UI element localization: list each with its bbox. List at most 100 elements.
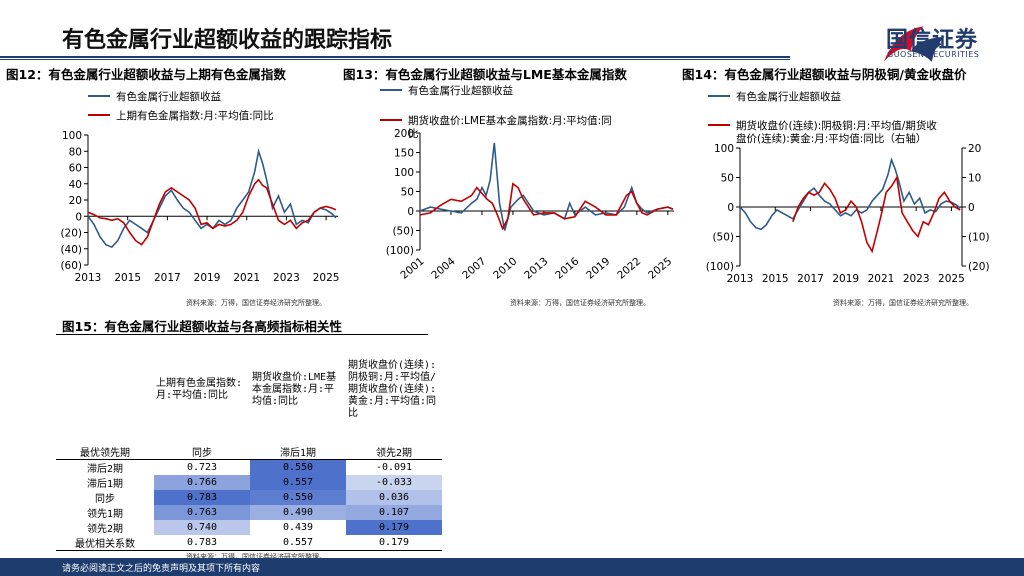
x-tick-label: 2019: [194, 272, 221, 284]
legend-label: 上期有色金属指数:月:平均值:同比: [116, 109, 274, 122]
x-tick-label: 2016: [553, 255, 581, 282]
table-cell: 0.723: [186, 462, 218, 473]
table-row: 最优领先期 同步 滞后1期 领先2期: [56, 444, 442, 460]
table-row-label: 领先2期: [86, 524, 124, 535]
fig13-chart: 有色金属行业超额收益 期货收盘价:LME基本金属指数:月:平均值:同比 200 150…: [340, 80, 680, 294]
y-tick-label: (100): [386, 245, 414, 257]
table-cell: 0.550: [250, 490, 346, 505]
legend-label: 有色金属行业超额收益: [116, 90, 221, 103]
y-tick-label: 50: [721, 173, 734, 185]
fig15-source: 资料来源：万得，国信证券经济研究所整理。: [186, 553, 326, 561]
y-tick-label: (50): [712, 232, 734, 244]
series-line: [792, 175, 961, 254]
footer-disclaimer: 请务必阅读正文之后的免责声明及其项下所有内容: [62, 564, 261, 574]
fig13-svg: 有色金属行业超额收益期货收盘价:LME基本金属指数:月:平均值:同比200150…: [380, 84, 674, 282]
x-tick-label: 2025: [646, 255, 674, 281]
y-tick-label: 40: [69, 179, 82, 191]
legend-label: 有色金属行业超额收益: [736, 90, 841, 103]
table-cell: -0.091: [375, 462, 413, 473]
x-tick-label: 2015: [114, 272, 141, 284]
y-tick-label: 100: [714, 143, 734, 155]
x-tick-label: 2001: [398, 255, 426, 281]
table-cell: 0.557: [282, 537, 314, 548]
x-tick-label: 2021: [233, 272, 260, 284]
series-line: [419, 182, 674, 231]
series-line: [87, 148, 337, 249]
y-tick-label: (40): [60, 244, 82, 256]
x-tick-label: 2004: [429, 255, 457, 282]
table-cell: 0.763: [154, 505, 250, 520]
x-tick-label: 2022: [615, 255, 643, 281]
table-cell: 0.783: [154, 490, 250, 505]
brand-name: 国信证券: [886, 28, 979, 53]
table-cell: 0.783: [186, 537, 218, 548]
table-corner: [56, 336, 154, 444]
legend-label: 期货收盘价:LME基本金属指数:月:平均值:同: [408, 114, 612, 127]
x-tick-label: 2023: [273, 272, 300, 284]
y-tick-label-right: 10: [968, 173, 981, 185]
y-tick-label: (100): [706, 261, 734, 273]
table-cell: 0.550: [250, 459, 346, 475]
table-row-label: 最优相关系数: [75, 539, 135, 550]
table-cell: -0.033: [346, 475, 442, 490]
table-row: 领先2期 0.740 0.439 0.179: [56, 520, 442, 535]
footer-bar: 请务必阅读正文之后的免责声明及其项下所有内容: [0, 558, 1024, 576]
x-tick-label: 2025: [938, 273, 965, 285]
fig12-title: 图12：有色金属行业超额收益与上期有色金属指数: [6, 67, 286, 82]
table-cell: 滞后1期: [279, 448, 317, 459]
y-tick-label: 150: [394, 148, 414, 160]
x-tick-label: 2013: [75, 272, 102, 284]
table-cell: 0.740: [154, 520, 250, 535]
x-tick-label: 2019: [832, 273, 859, 285]
x-tick-label: 2017: [154, 272, 181, 284]
y-tick-label: (60): [60, 260, 82, 272]
y-tick-label: 0: [75, 211, 82, 223]
y-tick-label: 20: [69, 195, 82, 207]
legend-label: 期货收盘价(连续):阴极铜:月:平均值/期货收: [736, 119, 937, 132]
fig15-title: 图15：有色金属行业超额收益与各高频指标相关性: [62, 319, 342, 334]
x-tick-label: 2025: [313, 272, 340, 284]
table-row-label: 同步: [95, 494, 115, 505]
fig13-title: 图13：有色金属行业超额收益与LME基本金属指数: [343, 67, 627, 82]
table-cell: 0.179: [346, 520, 442, 535]
x-tick-label: 2007: [460, 255, 488, 281]
x-tick-label: 2015: [762, 273, 789, 285]
x-tick-label: 2013: [522, 255, 550, 281]
x-tick-label: 2019: [584, 255, 612, 281]
y-tick-label: 50: [401, 187, 414, 199]
fig14-title: 图14：有色金属行业超额收益与阴极铜/黄金收盘价: [682, 67, 967, 82]
table-row: 滞后2期 0.723 0.550 -0.091: [56, 459, 442, 475]
y-tick-label: 80: [69, 146, 82, 158]
table-row-label: 滞后1期: [86, 479, 124, 490]
series-line: [87, 178, 337, 246]
table-row: 滞后1期 0.766 0.557 -0.033: [56, 475, 442, 490]
fig14-svg: 有色金属行业超额收益期货收盘价(连续):阴极铜:月:平均值/期货收盘价(连续):…: [706, 90, 990, 285]
table-cell: 0.107: [346, 505, 442, 520]
table-cell: 0.036: [346, 490, 442, 505]
x-tick-label: 2013: [727, 273, 754, 285]
x-tick-label: 2021: [868, 273, 895, 285]
y-tick-label-right: (10): [968, 232, 990, 244]
y-tick-label-right: (20): [968, 261, 990, 273]
table-cell: 0.766: [154, 475, 250, 490]
y-tick-label: 0: [407, 206, 414, 218]
y-tick-label: 0: [727, 202, 734, 214]
series-line: [739, 157, 961, 231]
fig14-source: 资料来源：万得，国信证券经济研究所整理。: [833, 299, 973, 307]
legend-label: 盘价(连续):黄金:月:平均值:同比（右轴）: [736, 132, 926, 145]
y-tick-label-right: 20: [968, 143, 981, 155]
y-tick-label: (20): [60, 228, 82, 240]
y-tick-label: 200: [394, 128, 414, 140]
series-line: [419, 142, 674, 231]
fig14-chart: 有色金属行业超额收益期货收盘价(连续):阴极铜:月:平均值/期货收 盘价(连续):…: [680, 80, 1020, 294]
table-row: 同步 0.783 0.550 0.036: [56, 490, 442, 505]
table-col-header: 期货收盘价(连续):阴极铜:月:平均值/期货收盘价(连续):黄金:月:平均值:同…: [348, 360, 437, 419]
table-cell: 0.439: [282, 522, 314, 533]
y-tick-label-right: 0: [968, 202, 975, 214]
correlation-table: 上期有色金属指数:月:平均值:同比 期货收盘价:LME基本金属指数:月:平均值:…: [56, 336, 442, 551]
x-tick-label: 2023: [903, 273, 930, 285]
brand-logo-icon: [883, 26, 945, 62]
title-rule: [0, 56, 790, 58]
table-cell: 同步: [192, 448, 212, 459]
